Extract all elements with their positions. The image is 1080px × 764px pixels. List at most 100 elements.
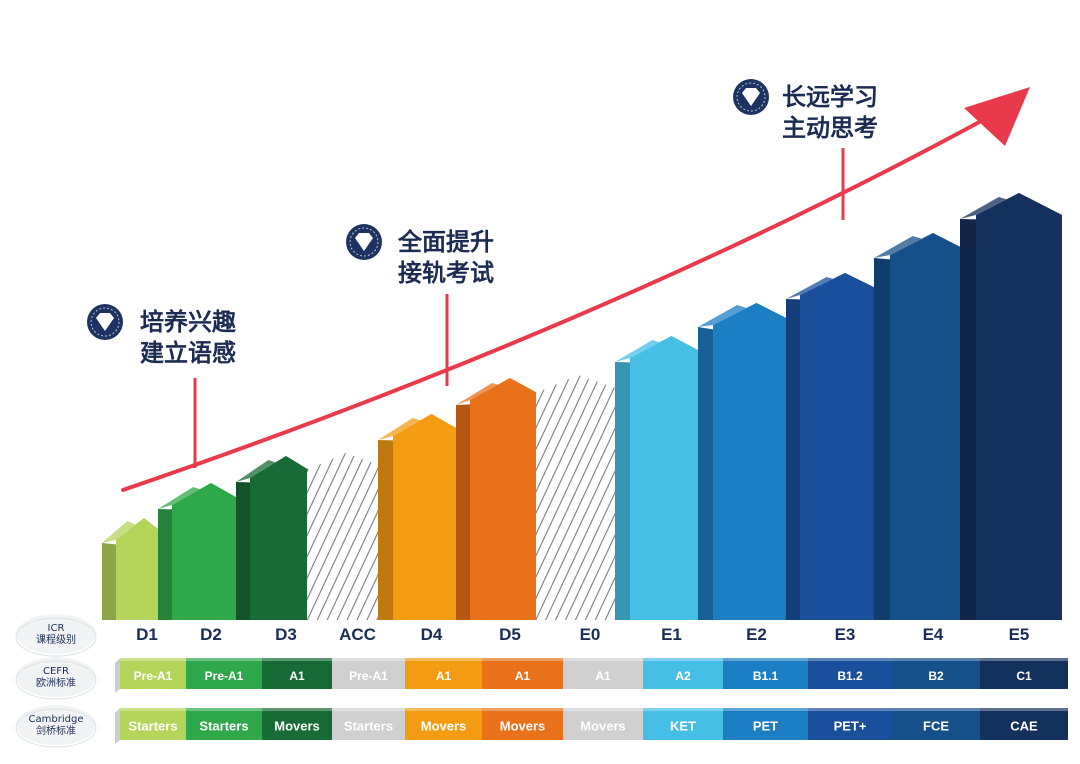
bar-d2 [158,483,250,620]
cell-cefr: B2 [892,658,980,689]
bar-e4 [874,233,976,620]
bar-side [698,327,713,620]
row-header-text: 欧洲标准 [36,677,76,689]
cell-top [808,658,892,661]
cell-top [892,708,980,711]
cell-bg [332,711,405,740]
cell-top [120,658,186,661]
bar-d4 [378,414,470,620]
milestone-text: 接轨考试 [398,259,494,287]
bar-side [378,440,393,620]
level-label: D3 [275,625,297,644]
bar-front [250,456,322,620]
bar-front [713,303,800,620]
cell-top [723,658,808,661]
cell-bg [723,661,808,689]
cell-text: A1 [595,669,611,683]
cell-top [808,708,892,711]
cell-bg [186,711,262,740]
cell-cefr: A1 [563,658,643,689]
bar-front [976,193,1062,620]
bar-side [158,509,172,620]
milestone-text: 建立语感 [140,339,236,367]
bar-side [456,404,470,620]
cell-top [186,708,262,711]
milestone-text: 主动思考 [782,114,878,142]
bar-acc [307,453,393,620]
cell-bg [808,711,892,740]
cell-cambridge: Movers [563,708,643,740]
cell-cefr: Pre-A1 [186,658,262,689]
row-cambridge: Starters Starters Movers Starters Movers Move… [115,708,1068,744]
row-header-text: Cambridge [29,714,84,725]
cell-bg [482,711,563,740]
cell-cefr: Pre-A1 [120,658,186,689]
cell-text: C1 [1016,669,1032,683]
cell-top [482,708,563,711]
cell-text: Starters [344,719,393,734]
cell-top [332,658,405,661]
cell-bg [980,711,1068,740]
row-cefr: Pre-A1 Pre-A1 A1 Pre-A1 A1 A1 A1 A2 B1.1 B1.2 B2 C1 [115,658,1068,693]
cell-top [482,658,563,661]
diamond-icon [87,304,123,340]
labels-layer: D1 D2 D3 ACC D4 D5 E0 E1 E2 E3 E4 E5 [136,625,1029,644]
bar-e5 [960,193,1062,620]
cell-bg [482,661,563,689]
level-label: D2 [200,625,222,644]
cell-top [892,658,980,661]
bar-side [102,543,116,620]
bar-d3 [236,456,322,620]
cell-bg [405,711,482,740]
cell-text: Pre-A1 [349,669,388,683]
cell-text: Starters [128,719,177,734]
row-header-text: CEFR [43,666,69,677]
cell-top [643,708,723,711]
diamond-icon [733,79,769,115]
cell-top [262,708,332,711]
cell-top [186,658,262,661]
cell-bg [563,711,643,740]
cell-cambridge: PET+ [808,708,892,740]
cell-bg [405,661,482,689]
cell-bg [980,661,1068,689]
bar-e1 [615,336,713,620]
bar-side [615,362,630,620]
bar-e2 [698,303,800,620]
cell-cambridge: Movers [405,708,482,740]
bar-front [470,378,550,620]
cell-cambridge: Starters [120,708,186,740]
cell-text: Movers [274,719,320,734]
level-label: E0 [580,625,601,644]
milestone-text: 培养兴趣 [140,308,237,336]
milestone-text: 全面提升 [397,228,494,256]
bar-side [786,299,800,620]
cell-cambridge: CAE [980,708,1068,740]
cell-text: Pre-A1 [134,669,173,683]
cell-top [332,708,405,711]
bars-layer [102,193,1062,620]
bar-body-hatched [307,453,393,620]
cell-top [405,658,482,661]
bar-roof [102,518,172,543]
bar-front [890,233,976,620]
growth-arrow-head [964,87,1030,146]
bar-side [874,258,890,620]
growth-arrow-curve [121,106,1007,492]
cell-text: Movers [580,719,626,734]
cell-text: FCE [923,719,949,734]
row-header-text: 剑桥标准 [36,724,76,737]
cell-top [262,658,332,661]
level-label: D4 [421,625,443,644]
cell-text: B1.1 [753,669,779,683]
cell-bg [262,661,332,689]
cell-top [643,658,723,661]
level-label: ACC [339,625,376,644]
cell-bg [643,661,723,689]
